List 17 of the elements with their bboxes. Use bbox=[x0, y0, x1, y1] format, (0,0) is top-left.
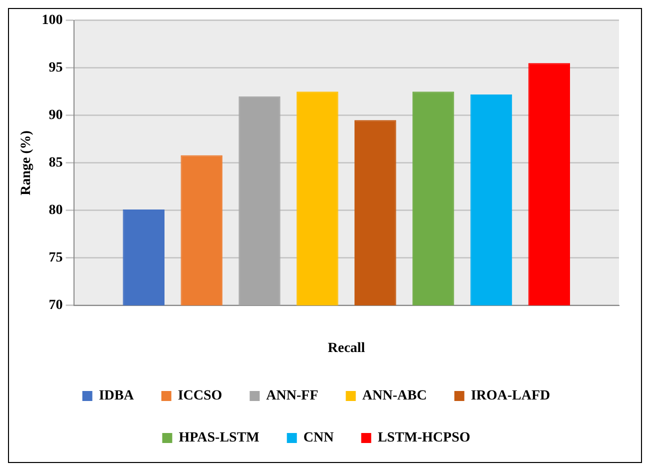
y-tick-label: 80 bbox=[48, 203, 63, 218]
legend-label: ICCSO bbox=[178, 388, 222, 404]
y-tick-label: 85 bbox=[48, 156, 63, 171]
legend-label: ANN-FF bbox=[266, 388, 318, 404]
y-tick-label: 75 bbox=[48, 250, 63, 266]
y-tick-label: 70 bbox=[48, 298, 63, 314]
legend-label: HPAS-LSTM bbox=[178, 430, 260, 446]
legend-label: CNN bbox=[303, 430, 334, 446]
legend-label: LSTM-HCPSO bbox=[378, 430, 470, 446]
y-tick-label: 100 bbox=[42, 13, 63, 28]
y-tick-label: 95 bbox=[48, 60, 63, 76]
y-tick-label: 90 bbox=[48, 108, 63, 124]
y-axis-title: Range (%) bbox=[19, 130, 34, 196]
legend-label: IDBA bbox=[98, 388, 135, 404]
x-axis-title: Recall bbox=[328, 341, 366, 356]
legend-label: ANN-ABC bbox=[362, 388, 427, 404]
legend-label: IROA-LAFD bbox=[470, 388, 550, 404]
